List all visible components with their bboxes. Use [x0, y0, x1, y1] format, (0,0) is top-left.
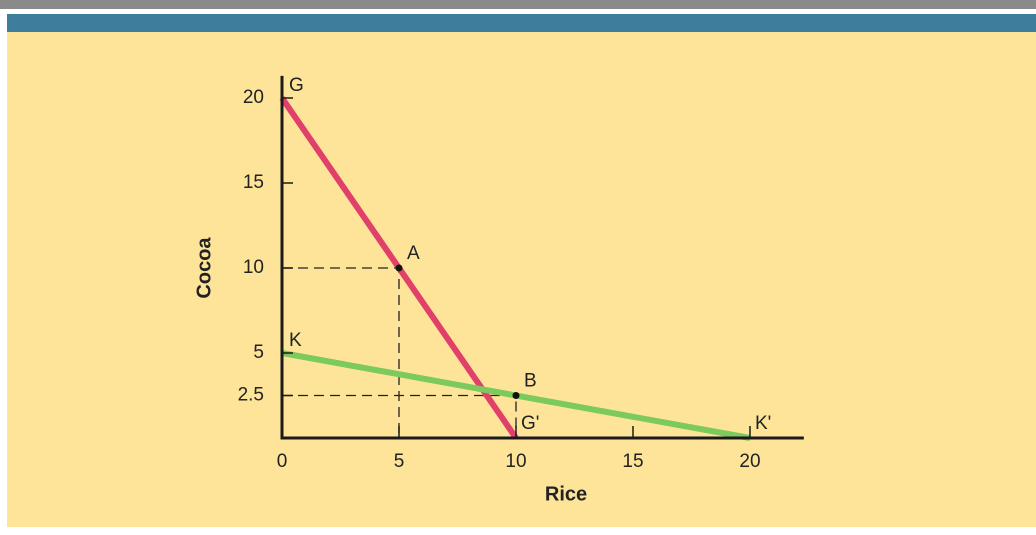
line-end-label: G' — [521, 413, 539, 434]
top-bar — [0, 0, 1036, 9]
x-axis-title: Rice — [545, 483, 587, 505]
y-axis-title: Cocoa — [193, 237, 215, 299]
y-tick-label: 10 — [243, 257, 264, 278]
header-bar — [7, 14, 1036, 32]
x-tick-label: 0 — [277, 451, 288, 472]
line-start-label: K — [289, 330, 302, 351]
line-end-label: K' — [755, 413, 771, 434]
point-label: B — [524, 371, 537, 392]
y-tick-label: 5 — [253, 342, 264, 363]
y-tick-label: 2.5 — [238, 385, 264, 406]
x-tick-label: 5 — [394, 451, 405, 472]
point — [395, 264, 403, 272]
x-tick-label: 10 — [505, 451, 526, 472]
point — [512, 392, 520, 399]
x-tick-label: 15 — [622, 451, 643, 472]
point-label: A — [407, 243, 420, 264]
panel — [7, 32, 1036, 527]
x-tick-label: 20 — [739, 451, 760, 472]
line-start-label: G — [289, 75, 304, 96]
y-tick-label: 15 — [243, 172, 264, 193]
y-tick-label: 20 — [243, 87, 264, 108]
